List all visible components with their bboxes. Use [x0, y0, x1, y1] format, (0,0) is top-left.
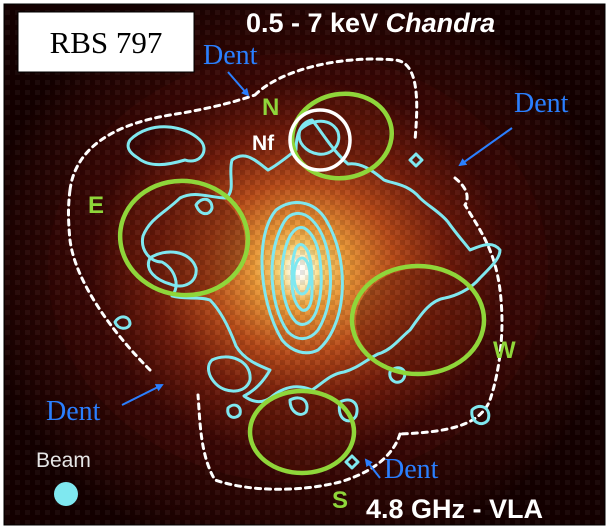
radio-blob-s2 — [226, 403, 242, 419]
dent-arrow-south — [364, 458, 381, 479]
radio-blob-nw — [126, 125, 206, 167]
radio-blob-n2 — [408, 152, 424, 168]
cavity-east — [117, 178, 251, 298]
radio-contour-2 — [260, 201, 344, 355]
beam-label: Beam — [36, 449, 91, 472]
dent-arrow-north — [227, 71, 250, 97]
dent-label-south: Dent — [384, 454, 439, 485]
cavity-label-south: S — [332, 487, 348, 514]
beam-marker — [54, 482, 78, 506]
outer-radio-contour — [140, 118, 502, 404]
radio-contour-3 — [270, 212, 332, 340]
radio-contour-6 — [292, 256, 312, 296]
xray-emission-map — [4, 4, 605, 525]
cavity-west — [349, 263, 487, 377]
radio-contours — [113, 118, 502, 470]
radio-blob-s3 — [288, 396, 309, 416]
cavity-labels: N E W S — [88, 94, 516, 514]
radio-blob-e2 — [147, 250, 198, 288]
cavity-label-west: W — [493, 337, 516, 364]
radio-contour-4 — [280, 226, 323, 326]
radio-blob-s5 — [344, 454, 360, 470]
cavity-ellipses — [117, 91, 487, 476]
surface-brightness-edge-dotted — [67, 57, 504, 491]
xray-band-energy: 0.5 - 7 keV — [246, 8, 386, 38]
cavity-label-north-filament: Nf — [252, 132, 275, 155]
dent-label-west: Dent — [46, 396, 101, 427]
radio-band-label: 4.8 GHz - VLA — [366, 494, 543, 524]
xray-band-instrument: Chandra — [386, 8, 496, 38]
dent-label-north: Dent — [203, 40, 258, 71]
dent-labels: Dent Dent Dent Dent — [46, 40, 569, 485]
cavity-label-east: E — [88, 192, 104, 219]
radio-blob-w1 — [388, 366, 407, 384]
image-frame — [3, 3, 606, 526]
radio-blob-s4 — [337, 398, 359, 423]
cavity-north — [289, 91, 395, 181]
dent-arrows — [121, 71, 513, 479]
dent-label-east: Dent — [514, 88, 569, 119]
radio-blob-e1 — [194, 197, 214, 216]
radio-blob-w2 — [470, 404, 491, 426]
radio-blob-s1 — [207, 355, 252, 393]
radio-blob-n — [297, 119, 341, 156]
title-box: RBS 797 — [17, 11, 195, 73]
cavity-south — [247, 388, 357, 476]
xray-band-label: 0.5 - 7 keV Chandra — [246, 8, 495, 38]
cavity-north-filament — [288, 108, 352, 172]
cavity-label-north: N — [262, 94, 279, 121]
dent-arrow-west — [121, 384, 164, 406]
dent-arrow-east — [458, 127, 513, 167]
radio-blob-sw — [113, 315, 132, 330]
source-name: RBS 797 — [50, 25, 163, 60]
radio-contour-5 — [290, 243, 314, 312]
